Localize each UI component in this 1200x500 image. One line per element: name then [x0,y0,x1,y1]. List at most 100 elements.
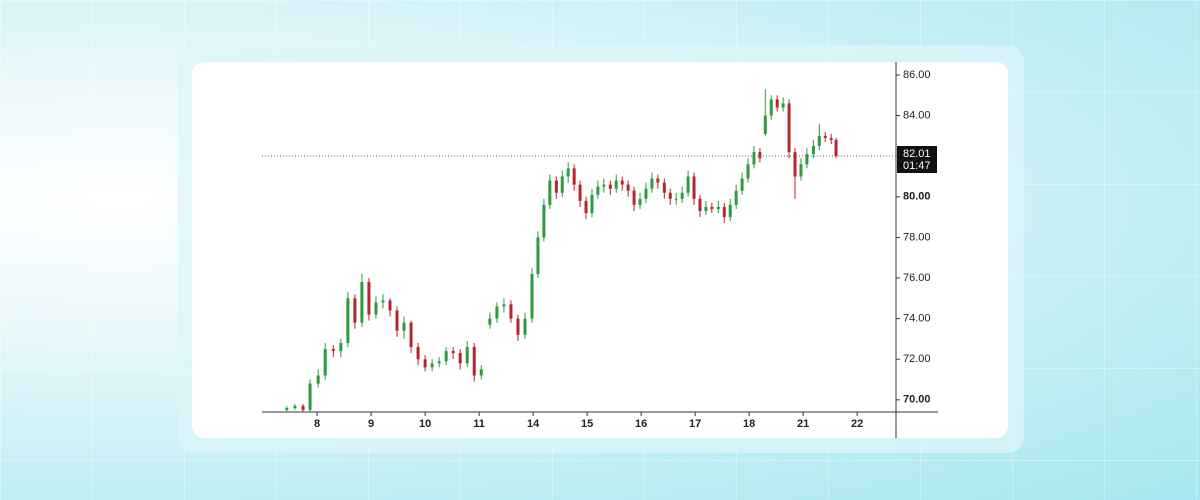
candle-body [395,310,399,331]
candle-body [799,164,803,177]
candle-body [502,304,506,307]
candle-body [423,359,427,368]
candle-body [388,300,392,311]
candle-body [620,180,624,185]
candle-body [608,184,612,189]
candle-body [285,407,289,410]
candle-body [644,188,648,199]
candle-body [680,192,684,199]
candle-body [614,180,618,189]
candle-body [716,206,720,209]
candle-body [346,298,350,343]
candle-body [301,405,305,410]
candle-body [509,304,513,319]
x-tick-label: 10 [419,418,431,430]
candle-body [596,186,600,195]
candle-body [458,353,462,364]
x-tick-label: 21 [797,418,809,430]
candle-body [805,154,809,165]
x-tick-label: 17 [689,418,701,430]
candle-body [704,206,708,212]
candle-body [787,103,791,153]
candle-body [451,351,455,354]
x-tick-label: 11 [473,418,485,430]
candle-body [416,347,420,360]
candle-body [763,115,767,134]
candle-body [495,306,499,319]
candle-body [668,192,672,199]
candle-body [530,273,534,319]
candle-body [542,204,546,238]
candle-body [316,375,320,384]
y-tick-label: 74.00 [903,313,931,325]
candle-body [775,99,779,108]
candle-body [479,369,483,376]
candle-body [437,361,441,364]
candle-body [722,206,726,218]
candle-body [367,282,371,315]
y-tick-label: 72.00 [903,353,931,365]
candle-body [602,184,606,187]
candle-body [465,347,469,364]
candle-body [323,349,327,376]
candle-body [360,282,364,323]
candle-body [523,318,527,335]
candle-body [746,164,750,179]
candle-body [781,103,785,108]
candle-body [572,168,576,185]
candle-body [823,135,827,138]
candle-body [488,318,492,325]
candle-body [293,405,297,408]
candle-body [566,168,570,177]
candle-body [560,176,564,193]
x-tick-label: 16 [635,418,647,430]
x-tick-label: 14 [527,418,540,430]
candle-body [829,137,833,140]
y-tick-label: 76.00 [903,272,931,284]
candle-body [584,200,588,214]
candle-body [692,176,696,199]
candle-body [698,198,702,212]
candle-body [638,198,642,205]
candle-body [578,184,582,201]
candle-body [758,152,762,159]
y-tick-label: 86.00 [903,69,931,81]
candle-body [331,349,335,352]
candle-body [381,300,385,303]
candle-body [626,184,630,191]
candle-body [409,322,413,348]
x-tick-label: 15 [581,418,593,430]
candle-body [339,342,343,352]
candle-body [793,152,797,177]
candle-body [662,182,666,193]
candle-body [548,180,552,205]
candle-body [834,139,838,156]
candle-body [752,152,756,165]
candle-body [650,178,654,189]
candle-body [728,204,732,218]
y-tick-label: 80.00 [903,191,931,203]
candle-body [472,347,476,376]
y-tick-label: 70.00 [903,394,931,406]
candle-body [402,322,406,331]
candle-body [430,363,434,368]
y-tick-label: 84.00 [903,110,931,122]
candle-body [656,178,660,183]
price-tag [897,145,937,173]
x-tick-label: 18 [743,418,755,430]
candle-body [554,180,558,193]
candle-body [769,99,773,116]
candle-body [817,135,821,147]
y-tick-label: 78.00 [903,231,931,243]
candle-body [308,383,312,410]
price-tag-label: 82.01 [903,148,931,160]
candle-body [740,178,744,191]
candle-body [686,176,690,193]
candle-body [516,318,520,335]
countdown: 01:47 [903,160,931,172]
candle-body [811,146,815,155]
candle-body [353,298,357,323]
candle-body [444,351,448,362]
